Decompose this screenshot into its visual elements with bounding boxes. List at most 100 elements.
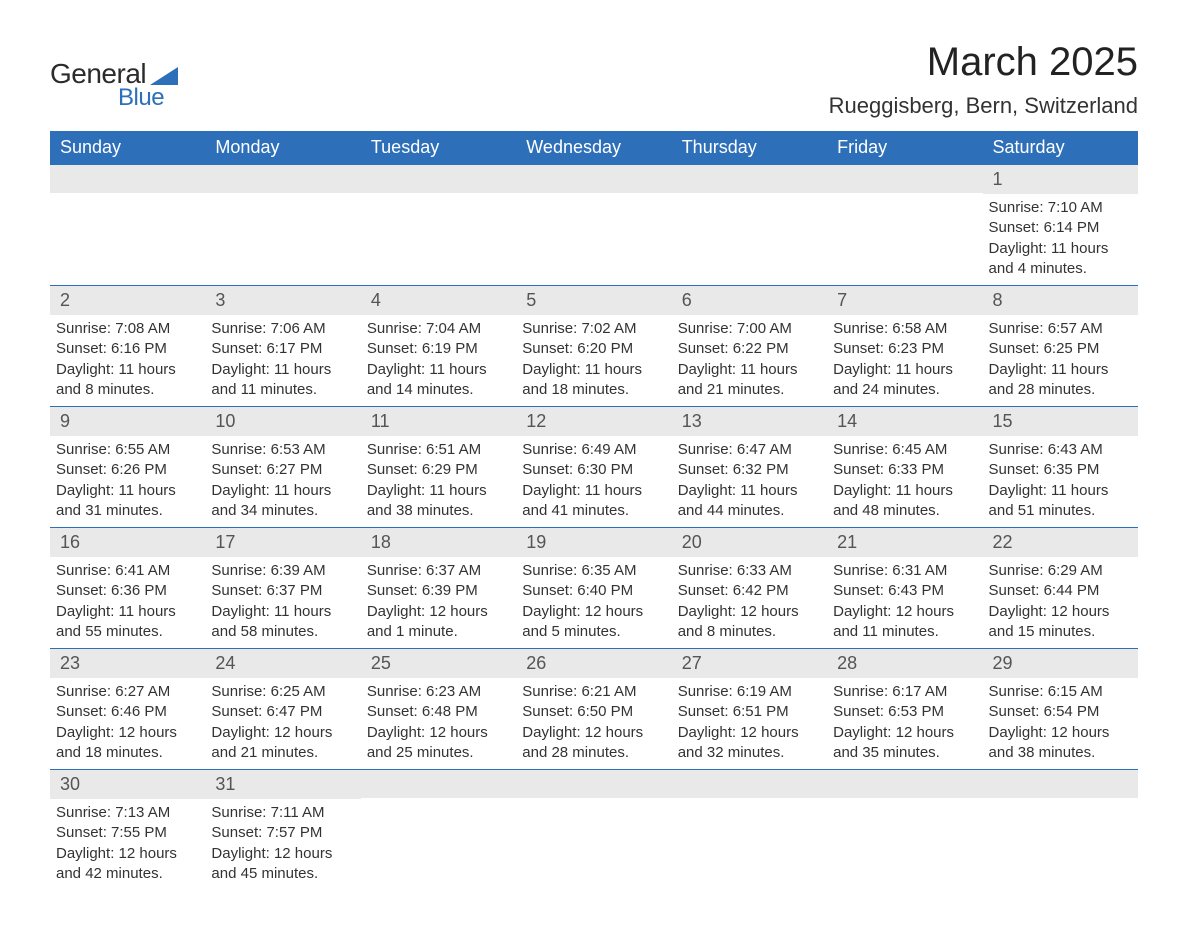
calendar-cell: 28Sunrise: 6:17 AMSunset: 6:53 PMDayligh… (827, 649, 982, 770)
daylight-text: Daylight: 11 hours and 14 minutes. (367, 360, 510, 401)
daylight-text: Daylight: 12 hours and 5 minutes. (522, 602, 665, 643)
calendar-cell: 27Sunrise: 6:19 AMSunset: 6:51 PMDayligh… (672, 649, 827, 770)
day-data: Sunrise: 7:08 AMSunset: 6:16 PMDaylight:… (50, 315, 205, 406)
sunset-text: Sunset: 6:44 PM (989, 581, 1132, 601)
day-number (672, 165, 827, 193)
sunrise-text: Sunrise: 7:00 AM (678, 319, 821, 339)
sunset-text: Sunset: 6:48 PM (367, 702, 510, 722)
calendar-head: SundayMondayTuesdayWednesdayThursdayFrid… (50, 131, 1138, 165)
sunrise-text: Sunrise: 6:15 AM (989, 682, 1132, 702)
sunrise-text: Sunrise: 7:06 AM (211, 319, 354, 339)
calendar-cell: 24Sunrise: 6:25 AMSunset: 6:47 PMDayligh… (205, 649, 360, 770)
calendar-cell: 19Sunrise: 6:35 AMSunset: 6:40 PMDayligh… (516, 528, 671, 649)
day-data: Sunrise: 7:10 AMSunset: 6:14 PMDaylight:… (983, 194, 1138, 285)
calendar-cell: 23Sunrise: 6:27 AMSunset: 6:46 PMDayligh… (50, 649, 205, 770)
title-block: March 2025 Rueggisberg, Bern, Switzerlan… (829, 40, 1138, 119)
day-data: Sunrise: 7:06 AMSunset: 6:17 PMDaylight:… (205, 315, 360, 406)
calendar-table: SundayMondayTuesdayWednesdayThursdayFrid… (50, 131, 1138, 890)
day-number (672, 770, 827, 798)
calendar-cell: 21Sunrise: 6:31 AMSunset: 6:43 PMDayligh… (827, 528, 982, 649)
sunrise-text: Sunrise: 6:43 AM (989, 440, 1132, 460)
sunset-text: Sunset: 6:53 PM (833, 702, 976, 722)
day-data: Sunrise: 6:47 AMSunset: 6:32 PMDaylight:… (672, 436, 827, 527)
day-data: Sunrise: 6:55 AMSunset: 6:26 PMDaylight:… (50, 436, 205, 527)
calendar-cell: 6Sunrise: 7:00 AMSunset: 6:22 PMDaylight… (672, 286, 827, 407)
day-data: Sunrise: 6:57 AMSunset: 6:25 PMDaylight:… (983, 315, 1138, 406)
sunrise-text: Sunrise: 6:31 AM (833, 561, 976, 581)
daylight-text: Daylight: 11 hours and 8 minutes. (56, 360, 199, 401)
header: General Blue March 2025 Rueggisberg, Ber… (50, 40, 1138, 119)
day-data: Sunrise: 6:37 AMSunset: 6:39 PMDaylight:… (361, 557, 516, 648)
day-number: 21 (827, 528, 982, 557)
day-data: Sunrise: 6:33 AMSunset: 6:42 PMDaylight:… (672, 557, 827, 648)
day-number: 9 (50, 407, 205, 436)
day-data: Sunrise: 6:15 AMSunset: 6:54 PMDaylight:… (983, 678, 1138, 769)
sunrise-text: Sunrise: 6:25 AM (211, 682, 354, 702)
calendar-cell: 7Sunrise: 6:58 AMSunset: 6:23 PMDaylight… (827, 286, 982, 407)
day-number: 29 (983, 649, 1138, 678)
calendar-week: 9Sunrise: 6:55 AMSunset: 6:26 PMDaylight… (50, 407, 1138, 528)
sunset-text: Sunset: 6:54 PM (989, 702, 1132, 722)
day-data: Sunrise: 6:58 AMSunset: 6:23 PMDaylight:… (827, 315, 982, 406)
calendar-week: 23Sunrise: 6:27 AMSunset: 6:46 PMDayligh… (50, 649, 1138, 770)
day-number: 16 (50, 528, 205, 557)
calendar-cell (361, 770, 516, 891)
weekday-row: SundayMondayTuesdayWednesdayThursdayFrid… (50, 131, 1138, 165)
sunset-text: Sunset: 6:36 PM (56, 581, 199, 601)
sunrise-text: Sunrise: 7:11 AM (211, 803, 354, 823)
day-data: Sunrise: 6:19 AMSunset: 6:51 PMDaylight:… (672, 678, 827, 769)
calendar-cell: 11Sunrise: 6:51 AMSunset: 6:29 PMDayligh… (361, 407, 516, 528)
calendar-cell (205, 165, 360, 286)
calendar-cell: 25Sunrise: 6:23 AMSunset: 6:48 PMDayligh… (361, 649, 516, 770)
day-data: Sunrise: 6:31 AMSunset: 6:43 PMDaylight:… (827, 557, 982, 648)
sunset-text: Sunset: 6:39 PM (367, 581, 510, 601)
sunset-text: Sunset: 6:17 PM (211, 339, 354, 359)
day-data: Sunrise: 6:53 AMSunset: 6:27 PMDaylight:… (205, 436, 360, 527)
calendar-cell: 9Sunrise: 6:55 AMSunset: 6:26 PMDaylight… (50, 407, 205, 528)
day-data (361, 798, 516, 868)
daylight-text: Daylight: 11 hours and 28 minutes. (989, 360, 1132, 401)
calendar-cell (50, 165, 205, 286)
day-data: Sunrise: 6:23 AMSunset: 6:48 PMDaylight:… (361, 678, 516, 769)
sunrise-text: Sunrise: 6:57 AM (989, 319, 1132, 339)
sunrise-text: Sunrise: 6:45 AM (833, 440, 976, 460)
sunrise-text: Sunrise: 6:29 AM (989, 561, 1132, 581)
sunset-text: Sunset: 6:51 PM (678, 702, 821, 722)
calendar-cell: 5Sunrise: 7:02 AMSunset: 6:20 PMDaylight… (516, 286, 671, 407)
sunrise-text: Sunrise: 7:13 AM (56, 803, 199, 823)
sunset-text: Sunset: 6:27 PM (211, 460, 354, 480)
calendar-cell: 3Sunrise: 7:06 AMSunset: 6:17 PMDaylight… (205, 286, 360, 407)
calendar-week: 16Sunrise: 6:41 AMSunset: 6:36 PMDayligh… (50, 528, 1138, 649)
sunrise-text: Sunrise: 7:10 AM (989, 198, 1132, 218)
daylight-text: Daylight: 12 hours and 28 minutes. (522, 723, 665, 764)
daylight-text: Daylight: 12 hours and 35 minutes. (833, 723, 976, 764)
location: Rueggisberg, Bern, Switzerland (829, 93, 1138, 119)
calendar-cell (983, 770, 1138, 891)
day-number (205, 165, 360, 193)
daylight-text: Daylight: 11 hours and 21 minutes. (678, 360, 821, 401)
day-number: 5 (516, 286, 671, 315)
weekday-header: Tuesday (361, 131, 516, 165)
day-data (827, 193, 982, 263)
logo-sail-icon (150, 67, 178, 85)
day-number: 7 (827, 286, 982, 315)
sunrise-text: Sunrise: 6:33 AM (678, 561, 821, 581)
calendar-cell (827, 165, 982, 286)
weekday-header: Thursday (672, 131, 827, 165)
day-number: 2 (50, 286, 205, 315)
day-data: Sunrise: 6:21 AMSunset: 6:50 PMDaylight:… (516, 678, 671, 769)
sunset-text: Sunset: 6:26 PM (56, 460, 199, 480)
daylight-text: Daylight: 12 hours and 25 minutes. (367, 723, 510, 764)
day-number (827, 165, 982, 193)
daylight-text: Daylight: 11 hours and 41 minutes. (522, 481, 665, 522)
weekday-header: Saturday (983, 131, 1138, 165)
daylight-text: Daylight: 11 hours and 11 minutes. (211, 360, 354, 401)
calendar-cell (361, 165, 516, 286)
calendar-cell (516, 770, 671, 891)
day-number: 12 (516, 407, 671, 436)
sunrise-text: Sunrise: 6:47 AM (678, 440, 821, 460)
day-data: Sunrise: 6:17 AMSunset: 6:53 PMDaylight:… (827, 678, 982, 769)
day-number: 20 (672, 528, 827, 557)
daylight-text: Daylight: 11 hours and 31 minutes. (56, 481, 199, 522)
logo-text-blue: Blue (118, 84, 178, 112)
